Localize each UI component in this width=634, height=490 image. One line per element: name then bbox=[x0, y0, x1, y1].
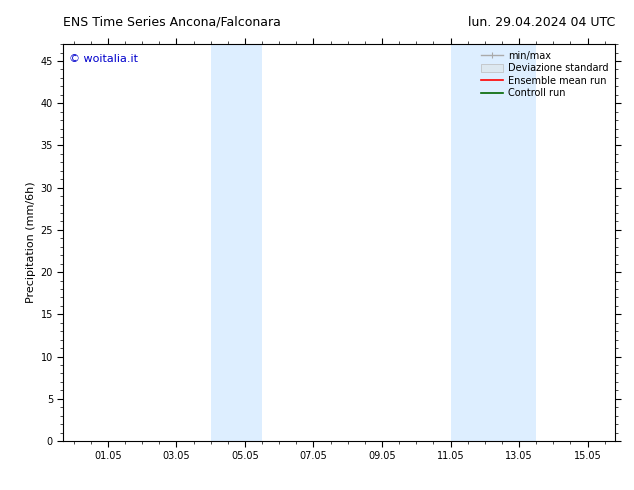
Bar bbox=[210, 44, 262, 441]
Bar bbox=[451, 44, 536, 441]
Text: ENS Time Series Ancona/Falconara: ENS Time Series Ancona/Falconara bbox=[63, 16, 281, 28]
Y-axis label: Precipitation (mm/6h): Precipitation (mm/6h) bbox=[27, 182, 36, 303]
Text: lun. 29.04.2024 04 UTC: lun. 29.04.2024 04 UTC bbox=[468, 16, 615, 28]
Legend: min/max, Deviazione standard, Ensemble mean run, Controll run: min/max, Deviazione standard, Ensemble m… bbox=[479, 49, 610, 100]
Text: © woitalia.it: © woitalia.it bbox=[69, 54, 138, 64]
